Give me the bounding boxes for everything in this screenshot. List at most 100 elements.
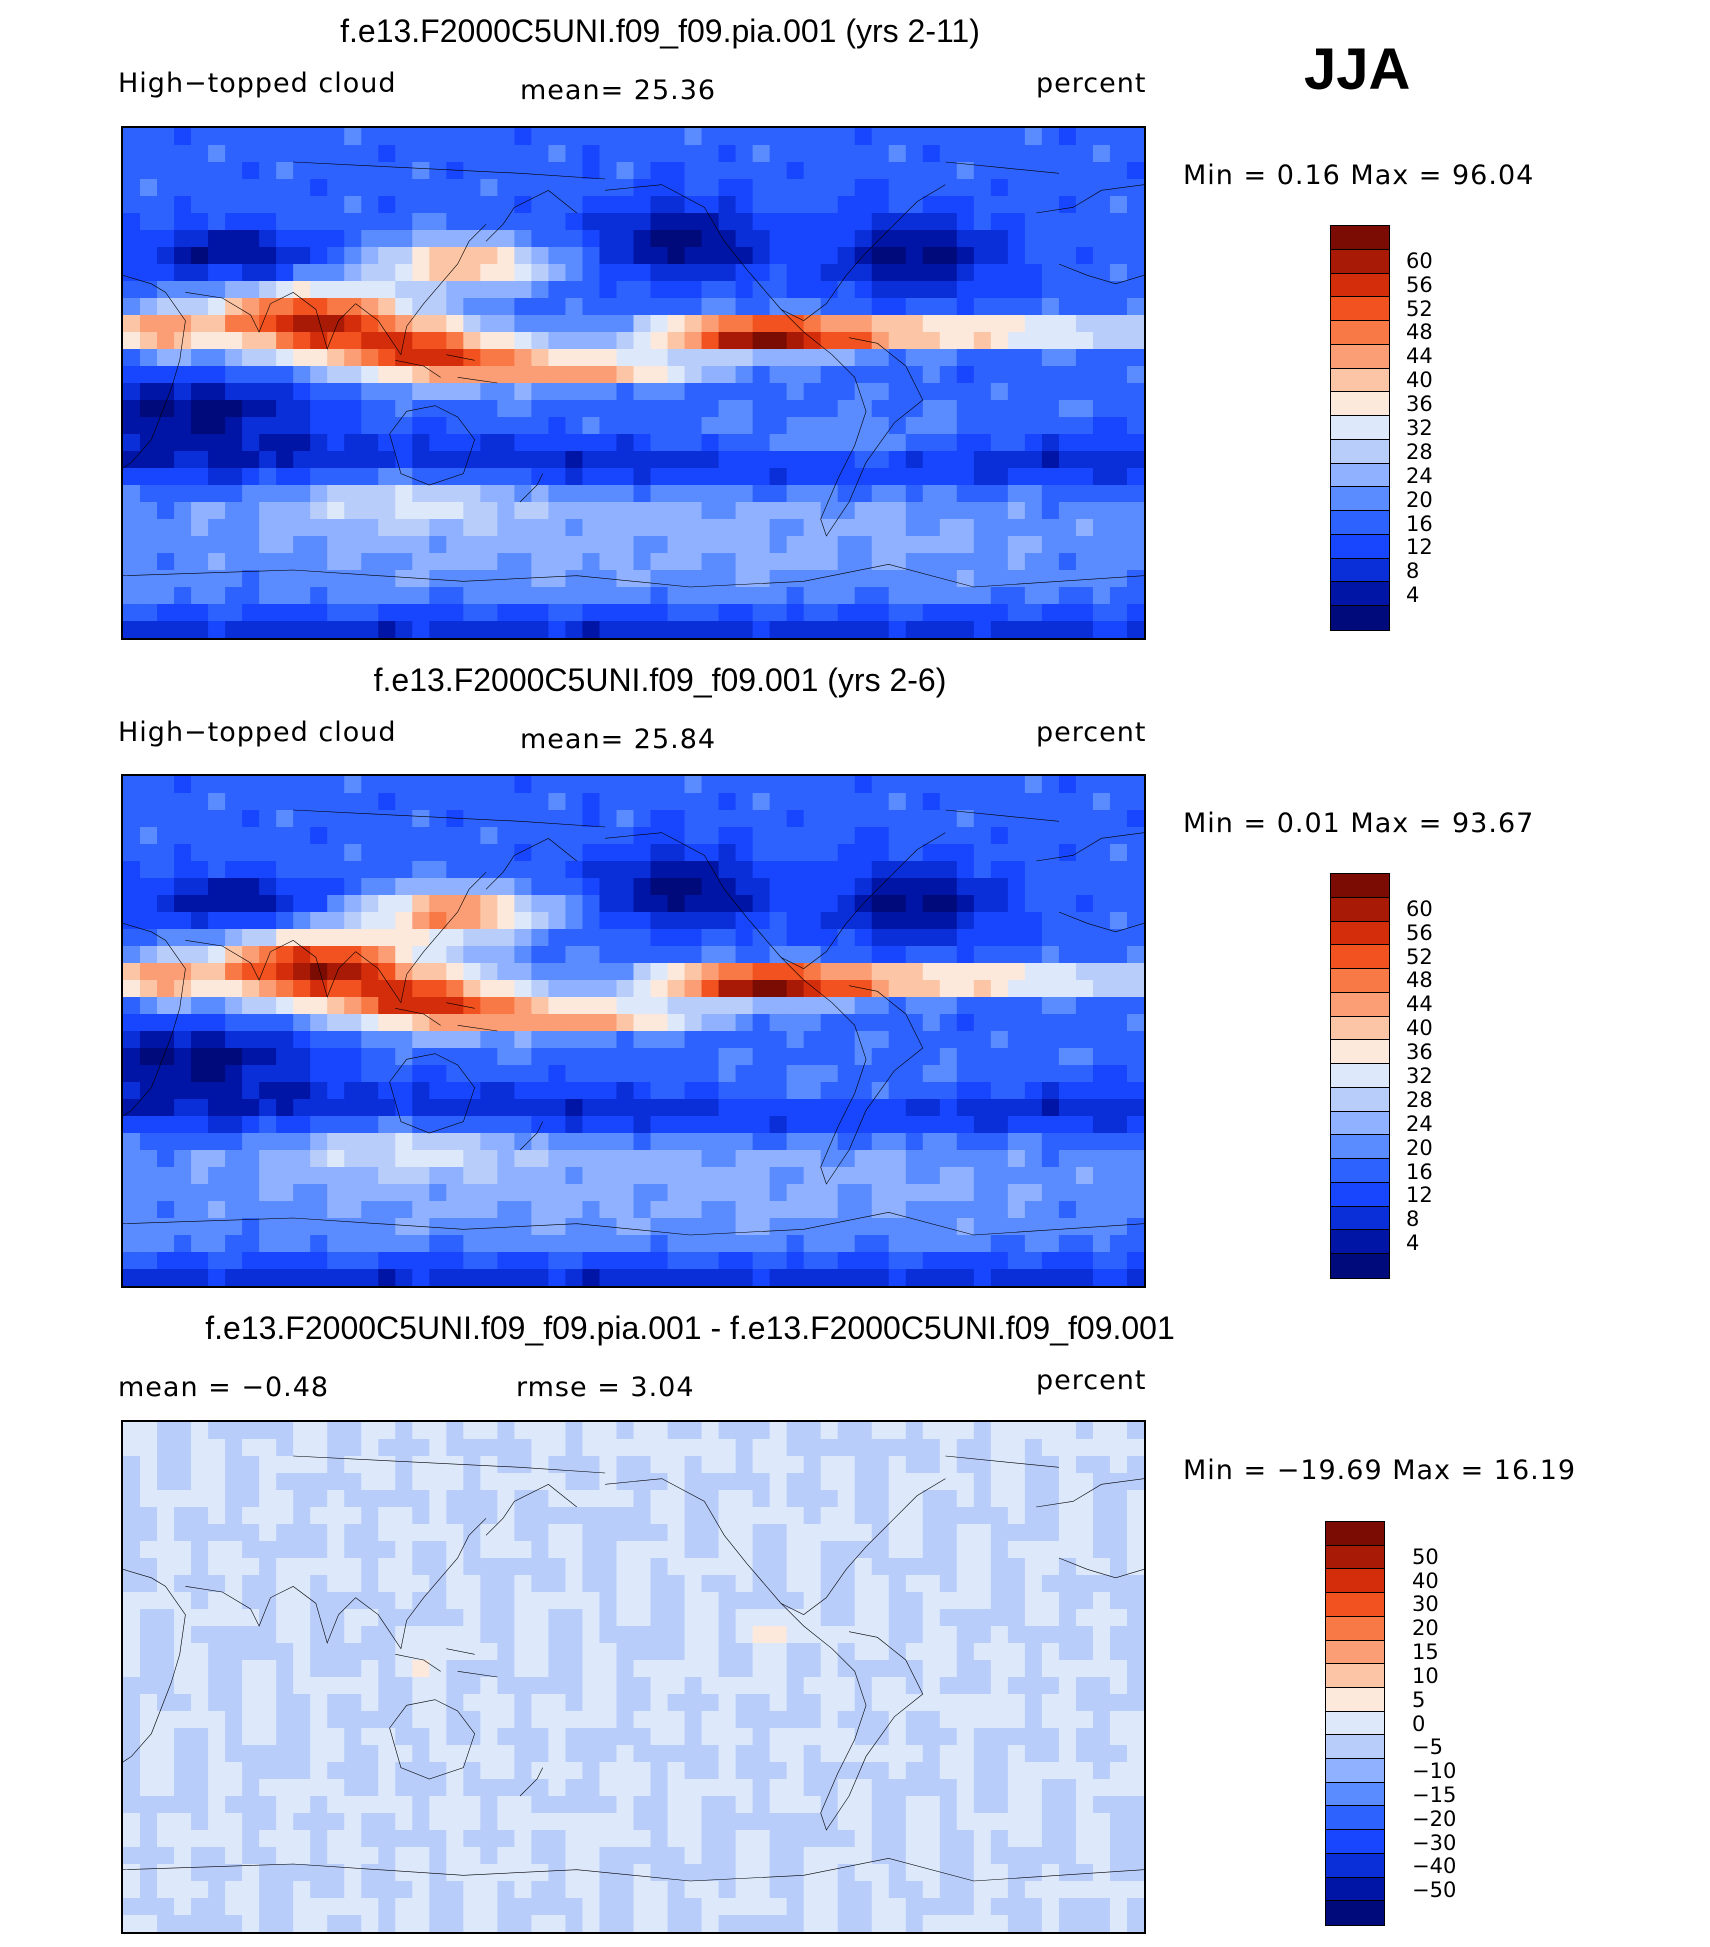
coastline — [395, 355, 497, 383]
field-cell — [565, 1235, 584, 1253]
field-cell — [361, 434, 380, 452]
field-cell — [242, 1779, 260, 1797]
field-cell — [803, 1626, 822, 1644]
field-cell — [701, 179, 720, 197]
field-cell — [259, 1728, 278, 1746]
field-cell — [242, 621, 260, 638]
field-cell — [803, 1031, 822, 1049]
field-cell — [837, 1609, 856, 1627]
field-cell — [1058, 1048, 1077, 1066]
field-cell — [548, 810, 567, 828]
field-cell — [446, 1728, 465, 1746]
field-cell — [242, 1643, 260, 1661]
field-cell — [259, 332, 278, 350]
field-cell — [531, 1065, 550, 1083]
field-cell — [565, 179, 584, 197]
field-cell — [939, 1677, 958, 1695]
field-cell — [599, 1252, 618, 1270]
field-cell — [1109, 1643, 1128, 1661]
field-cell — [276, 1031, 295, 1049]
field-cell — [905, 213, 924, 231]
field-cell — [225, 1456, 243, 1474]
field-cell — [310, 1575, 329, 1593]
field-cell — [633, 1694, 652, 1712]
coastline — [390, 406, 475, 485]
field-cell — [242, 1575, 260, 1593]
field-cell — [990, 1422, 1009, 1440]
field-cell — [633, 519, 652, 537]
field-cell — [429, 536, 448, 554]
field-cell — [310, 1558, 329, 1576]
field-cell — [293, 1031, 312, 1049]
field-cell — [531, 213, 550, 231]
field-cell — [497, 485, 516, 503]
field-cell — [497, 1167, 516, 1185]
field-cell — [123, 1065, 141, 1083]
field-cell — [599, 468, 618, 486]
field-cell — [786, 519, 805, 537]
field-cell — [837, 1762, 856, 1780]
field-cell — [1075, 1473, 1094, 1491]
field-cell — [1058, 621, 1077, 638]
field-cell — [463, 1218, 482, 1236]
field-cell — [1058, 315, 1077, 333]
field-cell — [548, 1728, 567, 1746]
field-cell — [905, 1524, 924, 1542]
field-cell — [1126, 810, 1144, 828]
field-cell — [191, 1728, 209, 1746]
field-cell — [633, 434, 652, 452]
field-cell — [667, 1745, 686, 1763]
field-cell — [548, 162, 567, 180]
field-cell — [463, 776, 482, 794]
field-cell — [565, 1201, 584, 1219]
field-cell — [327, 776, 346, 794]
field-cell — [786, 553, 805, 571]
field-cell — [242, 553, 260, 571]
field-cell — [191, 621, 209, 638]
field-cell — [1058, 145, 1077, 163]
field-cell — [633, 468, 652, 486]
field-cell — [293, 776, 312, 794]
field-cell — [701, 1133, 720, 1151]
field-cell — [531, 793, 550, 811]
field-cell — [786, 434, 805, 452]
field-cell — [565, 912, 584, 930]
field-cell — [327, 1133, 346, 1151]
field-cell — [429, 366, 448, 384]
field-cell — [174, 570, 192, 588]
field-cell — [718, 1422, 737, 1440]
field-cell — [837, 366, 856, 384]
field-cell — [327, 1541, 346, 1559]
field-cell — [769, 1167, 788, 1185]
field-cell — [871, 230, 890, 248]
field-cell — [378, 810, 397, 828]
field-cell — [429, 383, 448, 401]
field-cell — [1041, 912, 1060, 930]
field-cell — [922, 1218, 941, 1236]
field-cell — [667, 980, 686, 998]
field-cell — [820, 213, 839, 231]
field-cell — [259, 1609, 278, 1627]
field-cell — [769, 776, 788, 794]
field-cell — [803, 1099, 822, 1117]
field-cell — [939, 1082, 958, 1100]
field-cell — [973, 1626, 992, 1644]
field-cell — [395, 776, 414, 794]
field-cell — [684, 332, 703, 350]
field-cell — [361, 196, 380, 214]
field-cell — [395, 298, 414, 316]
field-cell — [684, 793, 703, 811]
field-cell — [123, 1575, 141, 1593]
field-cell — [344, 895, 363, 913]
field-cell — [123, 264, 141, 282]
field-cell — [769, 1507, 788, 1525]
field-cell — [1024, 1422, 1043, 1440]
field-cell — [463, 1065, 482, 1083]
field-cell — [769, 621, 788, 638]
field-cell — [1007, 400, 1026, 418]
field-cell — [1041, 536, 1060, 554]
field-cell — [412, 1184, 431, 1202]
field-cell — [973, 128, 992, 146]
field-cell — [1075, 366, 1094, 384]
field-cell — [1126, 281, 1144, 299]
